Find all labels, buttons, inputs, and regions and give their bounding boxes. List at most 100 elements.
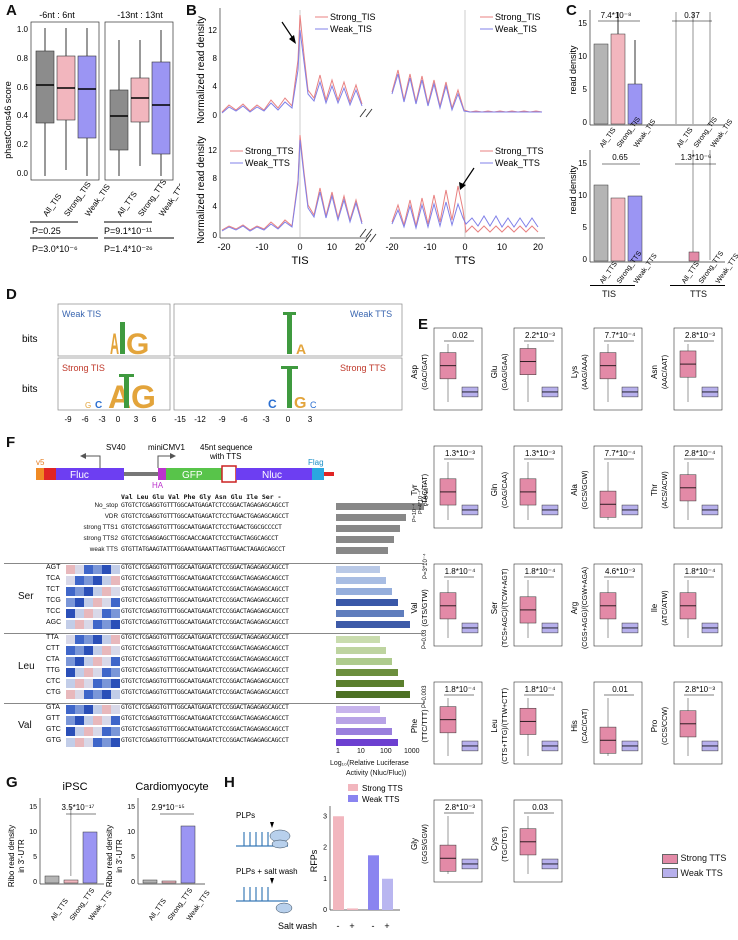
- f-heat-cell: [75, 565, 84, 574]
- c-ytb-15: 15: [578, 159, 587, 168]
- pval-a-4: P=1.4*10⁻²⁶: [104, 244, 153, 254]
- e-aa-7: Thr: [650, 484, 659, 496]
- g-cat2-1: All_TTS: [148, 897, 168, 922]
- f-codon-bar: [336, 739, 398, 746]
- f-row-bar: [336, 503, 424, 510]
- e-p-7: 2.8*10⁻⁴: [685, 449, 716, 458]
- e-p-2: 7.7*10⁻⁴: [605, 331, 636, 340]
- panel-label-d: D: [6, 286, 17, 303]
- f-group-p: P=0.03: [422, 629, 428, 649]
- f-heat-cell: [111, 727, 120, 736]
- h-label-salt: PLPs + salt wash: [236, 867, 298, 876]
- e-aa-6: Ala: [570, 484, 579, 496]
- d-ylabel-bot: bits: [22, 384, 38, 395]
- e-codon-1: (GAG/GAA): [502, 354, 509, 391]
- f-row-label: No_stop: [94, 502, 118, 509]
- e-leg-weak: Weak TTS: [680, 867, 723, 878]
- g-yt2-0: 0: [131, 879, 135, 886]
- c-ytb-5: 5: [583, 223, 588, 232]
- d-xt-r2: -12: [194, 415, 206, 424]
- f-codon-seq: GTGTCTCGAGGTGTTTGGCAATGAGATCTCCGGACTAGAG…: [121, 564, 289, 571]
- e-box-pro: Pro (CCS/CCW) 2.8*10⁻³: [650, 681, 723, 765]
- d-xt-l6: 6: [152, 415, 157, 424]
- f-heat-cell: [75, 657, 84, 666]
- h-ytick-3: 3: [323, 813, 327, 820]
- e-codon-15: (CCS/CCW): [662, 707, 669, 745]
- b-xt-l1: -20: [217, 242, 230, 252]
- panel-label-b: B: [186, 2, 197, 19]
- d-ylabel-top: bits: [22, 334, 38, 345]
- f-codon-seq: GTGTCTCGAGGTGTTTGGCAATGAGATCTCCGGACTAGAG…: [121, 608, 289, 615]
- f-heat-cell: [66, 657, 75, 666]
- f-heat-cell: [111, 657, 120, 666]
- cat-all-tts: All_TTS: [115, 190, 139, 218]
- tick-1.0: 1.0: [17, 25, 29, 34]
- f-codon-bar: [336, 566, 380, 573]
- b-ytick-bot-4: 4: [213, 202, 218, 211]
- g-ylabel-2b: in 3'-UTR: [115, 839, 124, 873]
- f-codon-label: CTA: [46, 656, 60, 663]
- e-p-5: 1.3*10⁻³: [525, 449, 555, 458]
- f-codon-bar: [336, 680, 404, 687]
- line-strong-tis-right: [391, 69, 543, 113]
- f-codon-label: TCG: [46, 597, 61, 604]
- e-codon-8: (GTS/GTW): [422, 589, 429, 626]
- b-ytick-top-8: 8: [213, 54, 218, 63]
- f-row-seq: GTGTCTCGAGGTGTTTGGCAATGAGATCTCCTGAACTGAG…: [121, 513, 289, 520]
- b-xt-r1: -20: [385, 242, 398, 252]
- f-heat-cell: [111, 635, 120, 644]
- f-heat-cell: [93, 565, 102, 574]
- svg-text:C: C: [268, 397, 277, 411]
- e-p-10: 4.6*10⁻³: [605, 567, 635, 576]
- e-box-leu: Leu (CTS+TTG)/(TTW+CTT) 1.8*10⁻⁴: [490, 681, 563, 765]
- e-box-phe: Phe (TTC/TTT) 1.8*10⁻⁴: [410, 681, 483, 765]
- e-codon-12: (TTC/TTT): [422, 709, 429, 742]
- f-codon-bar: [336, 599, 398, 606]
- f-heat-cell: [102, 738, 111, 747]
- g-yt1-5: 5: [33, 854, 37, 861]
- e-box-cys: Cys (TGC/TGT) 0.03: [490, 799, 563, 883]
- e-p-16: 2.8*10⁻³: [445, 803, 475, 812]
- f-heat-cell: [102, 587, 111, 596]
- f-heat-cell: [102, 679, 111, 688]
- f-heat-cell: [84, 635, 93, 644]
- d-xt-l2: -6: [81, 415, 89, 424]
- f-top-p: P=6*10⁻⁵: [424, 482, 430, 506]
- panel-b-metagene: Normalized read density Normalized read …: [196, 8, 545, 265]
- f-codon-seq: GTGTCTCGAGGTGTTTGGCAATGAGATCTCCGGACTAGAG…: [121, 737, 289, 744]
- svg-text:G: G: [294, 395, 306, 412]
- f-heat-cell: [66, 635, 75, 644]
- f-heat-cell: [102, 657, 111, 666]
- svg-text:A: A: [296, 341, 306, 357]
- c-yt-10: 10: [578, 52, 587, 61]
- f-heat-cell: [75, 620, 84, 629]
- panel-d-logos: bits bits Weak TIS Weak TTS Strong TIS S…: [22, 303, 403, 424]
- e-codon-4: (TAC/TAT): [422, 474, 429, 506]
- b-ytick-top-0: 0: [213, 111, 218, 120]
- e-box-his: His (CAC/CAT) 0.01: [570, 681, 643, 765]
- e-codon-5: (CAG/CAA): [502, 472, 509, 508]
- h-bar-1: [347, 908, 358, 910]
- f-xt-1000: 1000: [404, 748, 420, 755]
- tick-0.6: 0.6: [17, 83, 29, 92]
- f-codon-label: CTG: [46, 689, 61, 696]
- b-xt-l2: -10: [255, 242, 268, 252]
- b-xt-l4: 10: [327, 242, 337, 252]
- panel-label-c: C: [566, 2, 577, 19]
- d-weak-tts: Weak TTS: [350, 309, 392, 319]
- f-cmv: miniCMV1: [148, 443, 185, 452]
- f-heat-cell: [66, 620, 75, 629]
- d-xt-l1: -9: [64, 415, 72, 424]
- g-yt2-10: 10: [127, 829, 135, 836]
- g-title-cm: Cardiomyocyte: [135, 781, 208, 793]
- f-heat-cell: [66, 609, 75, 618]
- f-row-label: weak TTS: [89, 546, 118, 553]
- f-xt-1: 1: [336, 748, 340, 755]
- e-box-thr: Thr (ACS/ACW) 2.8*10⁻⁴: [650, 445, 723, 529]
- c-p-bot-1: 0.65: [612, 153, 628, 162]
- f-heat-cell: [66, 727, 75, 736]
- f-codon-bar: [336, 691, 410, 698]
- e-aa-3: Asn: [650, 365, 659, 379]
- f-heat-cell: [84, 679, 93, 688]
- h-ytick-2: 2: [323, 845, 327, 852]
